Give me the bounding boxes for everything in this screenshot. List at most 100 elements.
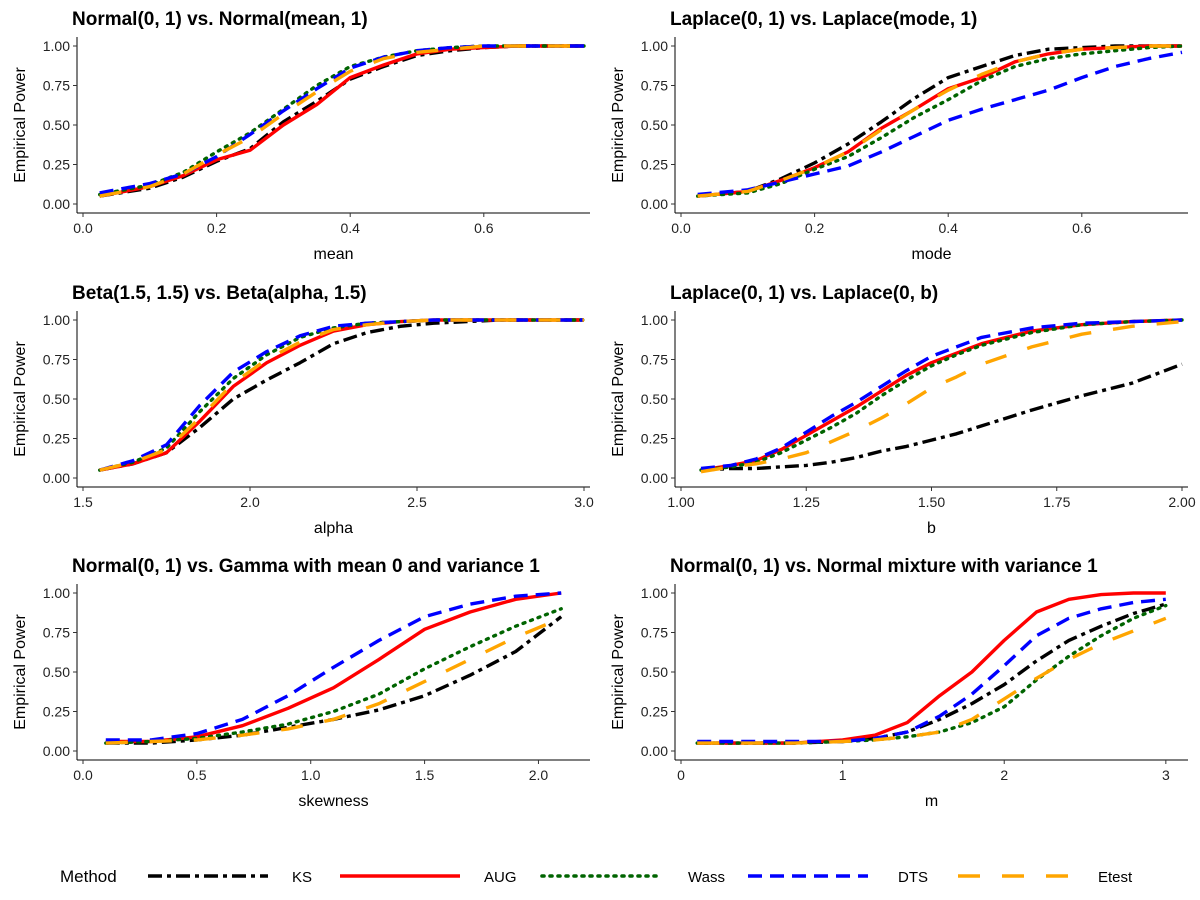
y-tick-label: 0.75 — [641, 78, 668, 94]
x-tick-label: 0.6 — [1072, 220, 1092, 236]
legend-item-ks: KS — [148, 869, 312, 886]
y-axis-label: Empirical Power — [12, 67, 29, 183]
y-tick-label: 0.50 — [641, 664, 668, 680]
x-tick-label: 3.0 — [574, 494, 594, 510]
x-axis-label: mode — [911, 246, 951, 263]
series-line-dts — [700, 318, 1183, 471]
x-tick-label: 0.6 — [474, 220, 494, 236]
x-tick-label: 0.5 — [187, 767, 207, 783]
series-line-dts — [99, 44, 584, 195]
legend-label: KS — [292, 869, 312, 886]
series-line-dts — [697, 597, 1166, 744]
panel-title: Normal(0, 1) vs. Gamma with mean 0 and v… — [72, 556, 540, 577]
y-tick-label: 0.50 — [641, 117, 668, 133]
series-line-ks — [99, 44, 584, 198]
legend: Method KS AUG Wass DTS Etest — [60, 867, 1133, 886]
series-line-etest — [697, 44, 1182, 198]
y-tick-label: 0.00 — [641, 196, 668, 212]
y-axis-label: Empirical Power — [610, 341, 627, 457]
y-tick-label: 0.00 — [43, 743, 70, 759]
y-tick-label: 1.00 — [43, 585, 70, 601]
x-tick-label: 0.0 — [671, 220, 691, 236]
y-tick-label: 1.00 — [641, 312, 668, 328]
x-tick-label: 0 — [677, 767, 685, 783]
x-axis-label: alpha — [314, 520, 353, 537]
x-tick-label: 1 — [839, 767, 847, 783]
y-tick-label: 1.00 — [43, 38, 70, 54]
panel-4: Laplace(0, 1) vs. Laplace(0, b) 0.00 0.25 0… — [610, 283, 1196, 537]
y-tick-label: 0.25 — [43, 431, 70, 447]
x-tick-label: 2.5 — [407, 494, 427, 510]
series-line-aug — [105, 591, 562, 744]
series-line-dts — [697, 50, 1183, 197]
y-tick-label: 0.00 — [641, 743, 668, 759]
x-tick-label: 0.0 — [73, 767, 93, 783]
y-axis-label: Empirical Power — [610, 614, 627, 730]
y-tick-label: 0.75 — [43, 625, 70, 641]
x-tick-label: 1.75 — [1043, 494, 1070, 510]
series-line-etest — [99, 44, 584, 198]
x-tick-label: 1.5 — [73, 494, 93, 510]
y-tick-label: 0.25 — [43, 157, 70, 173]
x-tick-label: 0.4 — [340, 220, 360, 236]
y-tick-label: 0.00 — [641, 470, 668, 486]
y-tick-label: 0.25 — [43, 704, 70, 720]
y-tick-label: 0.50 — [641, 391, 668, 407]
panel-title: Normal(0, 1) vs. Normal mixture with var… — [670, 556, 1098, 577]
legend-label: Etest — [1098, 869, 1133, 886]
x-tick-label: 2.0 — [240, 494, 260, 510]
series-line-aug — [99, 44, 584, 198]
series-line-wass — [699, 318, 1184, 472]
y-axis-label: Empirical Power — [12, 341, 29, 457]
legend-entries: KS AUG Wass DTS Etest — [148, 869, 1133, 886]
x-axis-label: mean — [313, 246, 353, 263]
panel-3: Beta(1.5, 1.5) vs. Beta(alpha, 1.5) 0.00 0… — [12, 283, 594, 537]
x-tick-label: 1.25 — [793, 494, 820, 510]
x-tick-label: 0.0 — [73, 220, 93, 236]
series-line-aug — [99, 318, 584, 472]
y-tick-label: 0.25 — [641, 157, 668, 173]
series-line-etest — [700, 319, 1183, 474]
y-tick-label: 0.75 — [43, 352, 70, 368]
legend-item-dts: DTS — [748, 869, 928, 886]
y-axis-label: Empirical Power — [610, 67, 627, 183]
y-tick-label: 0.75 — [641, 625, 668, 641]
y-tick-label: 0.50 — [43, 117, 70, 133]
x-tick-label: 0.2 — [207, 220, 227, 236]
x-axis-label: skewness — [298, 793, 368, 810]
x-tick-label: 0.4 — [938, 220, 958, 236]
series-line-dts — [105, 591, 562, 742]
x-tick-label: 1.00 — [667, 494, 694, 510]
series-line-ks — [697, 44, 1182, 198]
x-tick-label: 2.00 — [1168, 494, 1195, 510]
y-tick-label: 1.00 — [43, 312, 70, 328]
panel-5: Normal(0, 1) vs. Gamma with mean 0 and v… — [12, 556, 590, 810]
series-line-aug — [697, 591, 1166, 745]
series-line-wass — [696, 44, 1184, 198]
legend-label: Wass — [688, 869, 725, 886]
y-tick-label: 1.00 — [641, 585, 668, 601]
series-line-etest — [99, 318, 584, 472]
panel-title: Normal(0, 1) vs. Normal(mean, 1) — [72, 9, 368, 30]
series-line-ks — [697, 602, 1167, 745]
panel-title: Beta(1.5, 1.5) vs. Beta(alpha, 1.5) — [72, 283, 367, 304]
legend-item-aug: AUG — [340, 869, 517, 886]
y-axis-label: Empirical Power — [12, 614, 29, 730]
series-line-etest — [697, 616, 1167, 745]
legend-label: DTS — [898, 869, 928, 886]
legend-label: AUG — [484, 869, 517, 886]
x-axis-label: b — [927, 520, 936, 537]
panel-1: Normal(0, 1) vs. Normal(mean, 1) 0.00 0.25… — [12, 9, 590, 263]
y-tick-label: 0.75 — [43, 78, 70, 94]
y-tick-label: 0.25 — [641, 431, 668, 447]
panel-title: Laplace(0, 1) vs. Laplace(mode, 1) — [670, 9, 977, 30]
legend-title: Method — [60, 867, 117, 886]
legend-item-etest: Etest — [958, 869, 1133, 886]
legend-item-wass: Wass — [540, 869, 725, 886]
x-tick-label: 1.5 — [415, 767, 435, 783]
series-line-etest — [105, 616, 562, 745]
series-line-wass — [104, 607, 563, 745]
x-tick-label: 0.2 — [805, 220, 825, 236]
panel-6: Normal(0, 1) vs. Normal mixture with var… — [610, 556, 1188, 810]
